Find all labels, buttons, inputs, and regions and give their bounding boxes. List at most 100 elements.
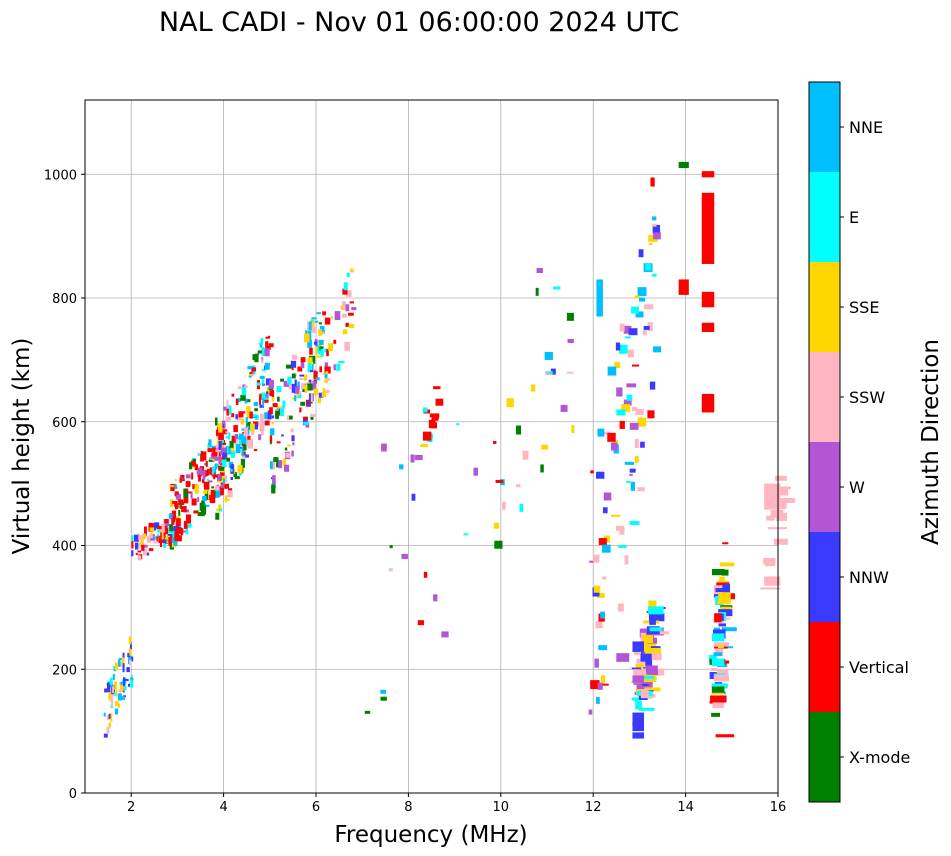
- echo-mark: [315, 346, 318, 356]
- x-tick-label: 6: [312, 800, 320, 815]
- echo-block: [764, 483, 781, 510]
- echo-mark: [348, 312, 354, 316]
- echo-mark: [310, 413, 316, 417]
- echo-mark: [276, 408, 282, 416]
- chart-title: NAL CADI - Nov 01 06:00:00 2024 UTC: [159, 7, 679, 38]
- echo-block: [701, 322, 715, 333]
- echo-mark: [198, 474, 201, 482]
- echo-mark: [627, 349, 634, 358]
- echo-mark: [201, 499, 205, 507]
- x-tick-label: 14: [677, 800, 694, 815]
- echo-mark: [600, 611, 605, 619]
- echo-mark: [113, 666, 116, 670]
- echo-mark: [264, 348, 270, 357]
- echo-mark: [283, 380, 290, 387]
- echo-mark: [566, 312, 574, 321]
- echo-mark: [230, 450, 236, 458]
- echo-mark: [560, 404, 568, 412]
- echo-mark: [303, 421, 309, 425]
- echo-mark: [294, 379, 297, 387]
- echo-mark: [265, 336, 270, 339]
- echo-mark: [169, 499, 174, 508]
- echo-mark: [221, 437, 224, 444]
- echo-mark: [231, 393, 235, 397]
- echo-mark: [631, 364, 640, 367]
- echo-mark: [589, 560, 595, 563]
- echo-mark: [218, 440, 222, 450]
- echo-mark: [324, 317, 331, 325]
- echo-mark: [648, 600, 657, 610]
- echo-mark: [150, 536, 155, 541]
- echo-mark: [261, 357, 264, 360]
- echo-mark: [324, 348, 328, 353]
- echo-mark: [297, 381, 300, 390]
- echo-mark: [187, 523, 192, 528]
- echo-mark: [249, 371, 252, 375]
- echo-mark: [170, 484, 175, 492]
- echo-mark: [345, 290, 352, 298]
- echo-mark: [721, 627, 737, 632]
- echo-mark: [152, 541, 159, 544]
- echo-mark: [598, 538, 607, 546]
- echo-mark: [623, 399, 632, 406]
- echo-mark: [345, 322, 349, 327]
- echo-mark: [217, 437, 222, 444]
- plot-background: [85, 100, 778, 793]
- echo-mark: [137, 550, 142, 553]
- echo-mark: [191, 498, 197, 506]
- echo-mark: [495, 479, 504, 483]
- echo-mark: [303, 416, 308, 420]
- echo-mark: [115, 689, 118, 695]
- echo-mark: [316, 344, 321, 354]
- echo-mark: [215, 449, 220, 453]
- echo-mark: [231, 446, 235, 452]
- echo-mark: [233, 425, 238, 433]
- echo-mark: [277, 396, 280, 402]
- echo-mark: [142, 544, 148, 548]
- echo-mark: [203, 481, 210, 490]
- echo-mark: [349, 324, 355, 329]
- echo-mark: [647, 410, 655, 419]
- echo-mark: [230, 476, 233, 480]
- echo-mark: [313, 341, 318, 345]
- y-tick-label: 400: [52, 540, 77, 555]
- echo-mark: [230, 468, 233, 472]
- x-tick-label: 4: [219, 800, 227, 815]
- echo-block: [632, 732, 645, 739]
- echo-mark: [240, 458, 245, 468]
- colorbar-segment: [809, 532, 840, 622]
- echo-mark: [536, 268, 543, 274]
- colorbar-frame: [808, 81, 841, 803]
- echo-mark: [221, 459, 227, 468]
- colorbar-segment: [809, 712, 840, 802]
- echo-mark: [284, 447, 288, 451]
- echo-mark: [251, 416, 257, 419]
- echo-mark: [642, 635, 653, 644]
- echo-mark: [343, 282, 348, 291]
- echo-mark: [209, 497, 216, 504]
- echo-mark: [109, 684, 114, 688]
- echo-mark: [284, 464, 290, 472]
- echo-mark: [127, 653, 131, 658]
- echo-mark: [264, 362, 270, 370]
- echo-mark: [717, 645, 724, 649]
- echo-mark: [516, 484, 521, 488]
- echo-mark: [593, 554, 600, 563]
- echo-mark: [722, 583, 731, 593]
- echo-mark: [643, 304, 654, 310]
- echo-mark: [721, 569, 729, 576]
- echo-mark: [719, 576, 725, 582]
- echo-mark: [292, 442, 295, 446]
- echo-mark: [653, 232, 661, 240]
- echo-mark: [168, 514, 174, 519]
- echo-mark: [118, 658, 122, 661]
- echo-mark: [595, 621, 603, 629]
- echo-block: [711, 569, 725, 576]
- echo-mark: [262, 347, 265, 350]
- echo-mark: [157, 526, 162, 530]
- echo-mark: [296, 393, 299, 397]
- echo-mark: [598, 645, 608, 651]
- echo-mark: [629, 468, 636, 473]
- echo-mark: [553, 286, 561, 290]
